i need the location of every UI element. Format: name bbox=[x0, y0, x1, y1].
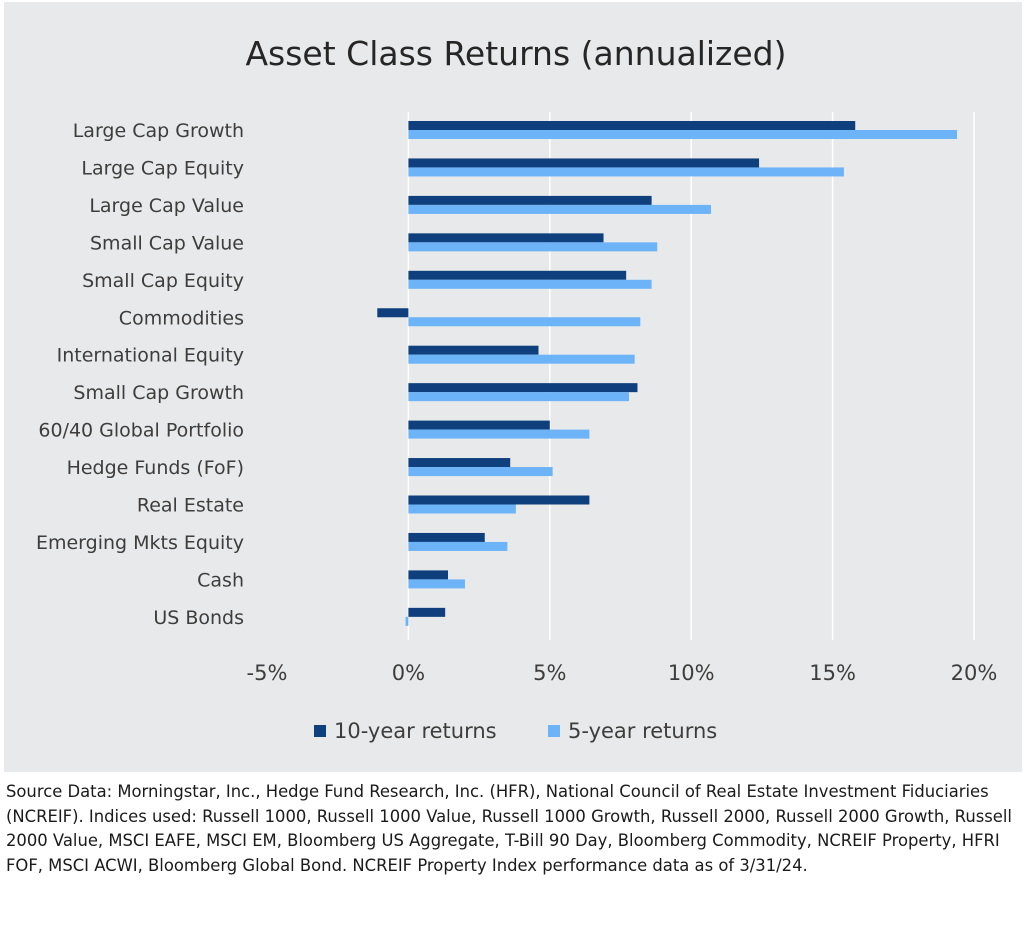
bar-10yr-large-cap-value bbox=[408, 195, 652, 205]
bar-10yr-us-bonds bbox=[408, 607, 446, 617]
x-tick-label: 10% bbox=[668, 661, 715, 685]
bar-10yr-small-cap-equity bbox=[408, 270, 627, 280]
bar-5yr-small-cap-equity bbox=[408, 279, 652, 289]
bar-10yr-cash bbox=[408, 570, 448, 580]
bar-10yr-commodities bbox=[377, 308, 409, 318]
bars bbox=[377, 121, 958, 626]
source-note: Source Data: Morningstar, Inc., Hedge Fu… bbox=[6, 782, 1012, 875]
bar-5yr-small-cap-growth bbox=[408, 392, 629, 402]
bar-10yr-small-cap-growth bbox=[408, 383, 638, 393]
x-tick-label: -5% bbox=[247, 661, 288, 685]
category-label: Large Cap Equity bbox=[81, 157, 244, 179]
x-tick-label: 0% bbox=[392, 661, 425, 685]
category-label: International Equity bbox=[57, 345, 244, 367]
category-label: Large Cap Growth bbox=[73, 120, 244, 142]
category-labels: Large Cap Growth Large Cap Equity Large Ca… bbox=[36, 120, 244, 629]
bar-5yr-large-cap-growth bbox=[408, 130, 958, 139]
legend-swatch-10yr bbox=[314, 725, 326, 737]
bar-5yr-large-cap-value bbox=[408, 204, 711, 214]
x-tick-label: 20% bbox=[951, 661, 998, 685]
bar-10yr-small-cap-value bbox=[408, 233, 604, 243]
bar-5yr-large-cap-equity bbox=[408, 167, 844, 177]
bar-10yr-international-equity bbox=[408, 345, 539, 355]
bar-5yr-commodities bbox=[408, 317, 641, 327]
category-label: Small Cap Value bbox=[90, 232, 244, 254]
category-label: Emerging Mkts Equity bbox=[36, 532, 244, 554]
bar-10yr-real-estate bbox=[408, 495, 590, 505]
category-label: Real Estate bbox=[137, 495, 244, 517]
x-tick-label: 15% bbox=[809, 661, 856, 685]
x-tick-labels: -5% 0% 5% 10% 15% 20% bbox=[247, 661, 998, 685]
bar-10yr-hedge-funds-fof- bbox=[408, 458, 511, 468]
bar-5yr-international-equity bbox=[408, 354, 635, 364]
bar-5yr-small-cap-value bbox=[408, 242, 658, 252]
legend-swatch-5yr bbox=[548, 725, 560, 737]
chart-title: Asset Class Returns (annualized) bbox=[245, 34, 786, 73]
bar-10yr-emerging-mkts-equity bbox=[408, 532, 485, 542]
category-label: US Bonds bbox=[153, 607, 244, 629]
legend: 10-year returns 5-year returns bbox=[314, 719, 717, 743]
bar-5yr-cash bbox=[408, 579, 465, 589]
category-label: 60/40 Global Portfolio bbox=[38, 420, 244, 442]
bar-10yr-60-40-global-portfolio bbox=[408, 420, 550, 430]
chart-panel: Asset Class Returns (annualized) Large C… bbox=[4, 2, 1022, 772]
bar-5yr-emerging-mkts-equity bbox=[408, 541, 508, 551]
gridlines bbox=[407, 112, 975, 640]
bar-10yr-large-cap-growth bbox=[408, 121, 856, 130]
bar-5yr-60-40-global-portfolio bbox=[408, 429, 590, 439]
category-label: Small Cap Equity bbox=[82, 270, 244, 292]
bar-10yr-large-cap-equity bbox=[408, 158, 760, 168]
category-label: Cash bbox=[197, 569, 244, 591]
bar-5yr-hedge-funds-fof- bbox=[408, 467, 553, 477]
category-label: Small Cap Growth bbox=[73, 382, 244, 404]
bar-5yr-us-bonds bbox=[405, 616, 409, 626]
category-label: Large Cap Value bbox=[89, 195, 244, 217]
bar-5yr-real-estate bbox=[408, 504, 516, 514]
category-label: Commodities bbox=[119, 307, 244, 329]
legend-label-5yr: 5-year returns bbox=[568, 719, 717, 743]
category-label: Hedge Funds (FoF) bbox=[67, 457, 244, 479]
bar-chart: Asset Class Returns (annualized) Large C… bbox=[36, 34, 998, 743]
legend-label-10yr: 10-year returns bbox=[334, 719, 497, 743]
x-tick-label: 5% bbox=[533, 661, 566, 685]
